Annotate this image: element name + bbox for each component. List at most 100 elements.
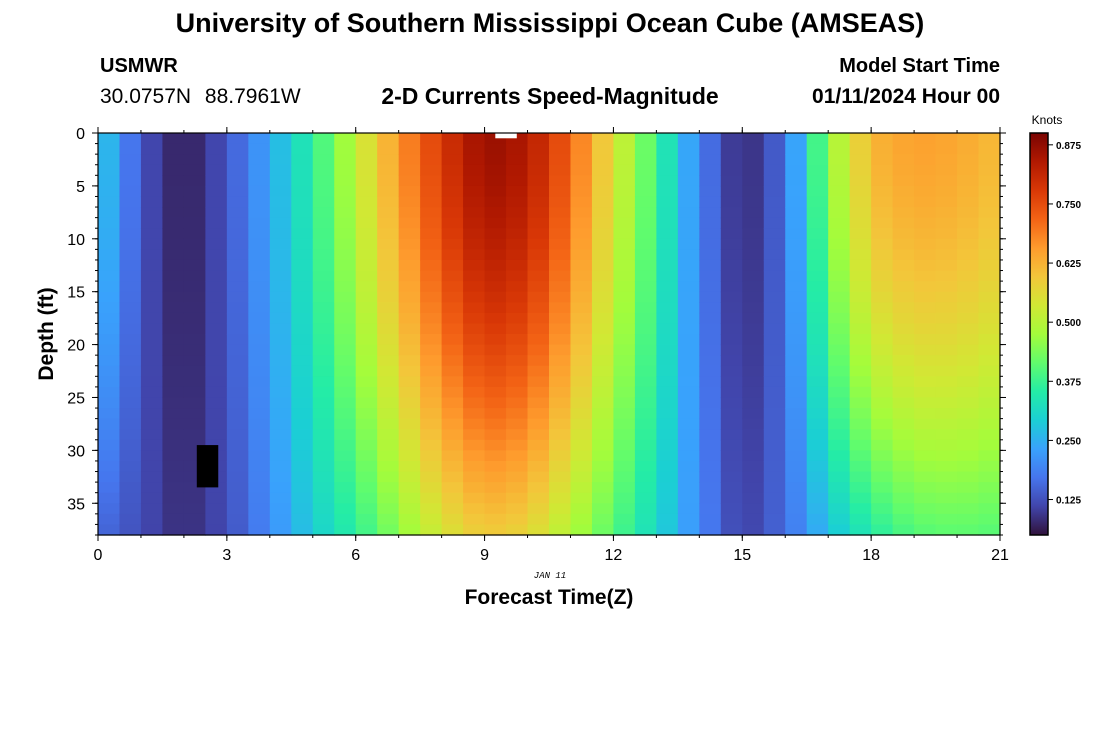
heatmap-cell: [441, 259, 464, 272]
heatmap-cell: [957, 196, 980, 208]
heatmap-cell: [957, 503, 980, 515]
colorbar-tick-label: 0.750: [1056, 200, 1081, 211]
heatmap-cell: [742, 249, 765, 261]
heatmap-cell: [634, 482, 657, 494]
heatmap-cell: [742, 482, 765, 494]
heatmap-cell: [613, 164, 636, 176]
heatmap-cell: [785, 207, 808, 219]
heatmap-cell: [656, 228, 679, 240]
heatmap-cell: [398, 249, 421, 261]
heatmap-cell: [463, 408, 486, 420]
heatmap-cell: [849, 302, 872, 314]
heatmap-cell: [677, 355, 700, 367]
heatmap-cell: [656, 524, 679, 536]
heatmap-cell: [312, 323, 335, 335]
colorbar-tick-label: 0.125: [1056, 496, 1081, 507]
heatmap-cell: [162, 429, 185, 441]
heatmap-cell: [914, 344, 937, 356]
heatmap-cell: [441, 133, 464, 145]
heatmap-cell: [506, 355, 529, 367]
heatmap-cell: [914, 312, 937, 325]
heatmap-cell: [484, 344, 507, 356]
heatmap-cell: [140, 513, 164, 526]
heatmap-cell: [162, 344, 185, 356]
heatmap-cell: [291, 376, 314, 388]
heatmap-cell: [291, 281, 314, 293]
heatmap-cell: [226, 323, 249, 335]
heatmap-cell: [269, 429, 292, 441]
heatmap-cell: [785, 513, 808, 526]
heatmap-cell: [806, 450, 829, 462]
heatmap-cell: [441, 524, 464, 536]
y-axis-label: Depth (ft): [35, 287, 58, 380]
heatmap-cell: [506, 482, 529, 494]
heatmap-cell: [441, 238, 464, 250]
heatmap-cell: [591, 408, 615, 420]
heatmap-cell: [742, 376, 765, 388]
heatmap-cell: [978, 450, 1001, 462]
heatmap-cell: [291, 175, 314, 187]
heatmap-cell: [248, 238, 271, 250]
heatmap-cell: [377, 207, 400, 219]
heatmap-cell: [377, 418, 400, 430]
heatmap-cell: [677, 376, 700, 388]
heatmap-cell: [140, 408, 164, 420]
heatmap-cell: [591, 302, 615, 314]
heatmap-cell: [377, 513, 400, 526]
heatmap-cell: [441, 312, 464, 325]
heatmap-cell: [914, 175, 937, 187]
heatmap-cell: [463, 376, 486, 388]
heatmap-cell: [334, 503, 357, 515]
heatmap-cell: [677, 302, 700, 314]
heatmap-cell: [613, 281, 636, 293]
heatmap-cell: [849, 154, 872, 166]
heatmap-cell: [656, 133, 679, 145]
heatmap-cell: [205, 482, 228, 494]
heatmap-cell: [720, 164, 743, 176]
heatmap-cell: [183, 312, 206, 325]
heatmap-cell: [549, 196, 572, 208]
heatmap-cell: [914, 228, 937, 240]
heatmap-cell: [785, 249, 808, 261]
heatmap-cell: [334, 418, 357, 430]
heatmap-cell: [312, 270, 335, 282]
heatmap-cell: [527, 291, 550, 303]
heatmap-cell: [914, 249, 937, 261]
heatmap-cell: [355, 365, 378, 377]
heatmap-cell: [978, 228, 1001, 240]
heatmap-cell: [98, 302, 121, 314]
heatmap-cell: [849, 196, 872, 208]
heatmap-cell: [785, 164, 808, 176]
heatmap-cell: [656, 143, 679, 155]
heatmap-cell: [377, 482, 400, 494]
heatmap-cell: [699, 418, 722, 430]
heatmap-cell: [849, 164, 872, 176]
heatmap-cell: [742, 344, 765, 356]
heatmap-cell: [420, 249, 443, 261]
heatmap-cell: [506, 259, 529, 272]
heatmap-cell: [828, 238, 851, 250]
heatmap-cell: [634, 175, 657, 187]
heatmap-cell: [742, 471, 765, 483]
heatmap-cell: [312, 291, 335, 303]
heatmap-cell: [892, 418, 915, 430]
heatmap-cell: [140, 270, 164, 282]
heatmap-cell: [656, 439, 679, 451]
heatmap-cell: [248, 133, 271, 145]
heatmap-cell: [420, 397, 443, 409]
heatmap-cell: [398, 281, 421, 293]
heatmap-cell: [291, 154, 314, 166]
heatmap-cell: [205, 344, 228, 356]
heatmap-cell: [355, 513, 378, 526]
heatmap-cell: [119, 207, 142, 219]
heatmap-cell: [355, 355, 378, 367]
heatmap-cell: [269, 270, 292, 282]
heatmap-cell: [871, 397, 894, 409]
heatmap-cell: [871, 492, 894, 504]
heatmap-cell: [226, 302, 249, 314]
heatmap-cell: [935, 460, 958, 473]
heatmap-cell: [699, 513, 722, 526]
heatmap-cell: [183, 207, 206, 219]
heatmap-cell: [183, 175, 206, 187]
heatmap-cell: [634, 228, 657, 240]
